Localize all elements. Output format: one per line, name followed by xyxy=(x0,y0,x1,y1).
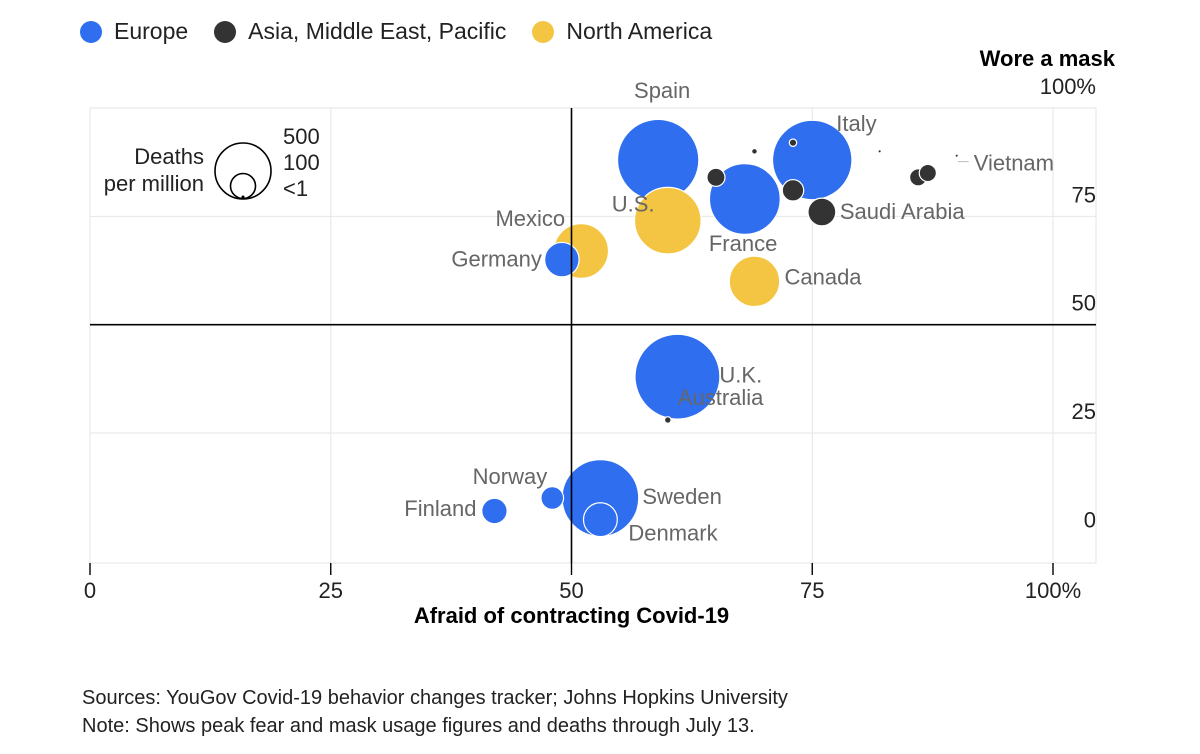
bubble-australia xyxy=(663,416,672,424)
bubble-denmark xyxy=(582,502,618,538)
bubble-france xyxy=(708,163,781,235)
bubble-unlabeled xyxy=(877,149,882,154)
bubble-unlabeled xyxy=(781,179,805,202)
point-label-u-k-: U.K. xyxy=(719,363,762,388)
point-label-norway: Norway xyxy=(473,464,548,489)
bubble-vietnam xyxy=(954,153,959,158)
point-label-u-s-: U.S. xyxy=(612,192,655,217)
legend-item-europe: Europe xyxy=(80,18,188,45)
grid-layer xyxy=(89,107,1097,564)
point-label-finland: Finland xyxy=(404,496,476,521)
bubble-norway xyxy=(540,486,565,510)
axis-layer: 0 25 50 75 100% 100% 75 50 25 0 xyxy=(84,74,1096,603)
size-legend-label-1: <1 xyxy=(283,176,308,201)
bubble-saudi-arabia xyxy=(807,197,837,227)
footer-note: Note: Shows peak fear and mask usage fig… xyxy=(82,715,755,737)
legend-label-asia: Asia, Middle East, Pacific xyxy=(248,18,507,44)
point-label-canada: Canada xyxy=(784,264,862,289)
legend-swatch-north-america xyxy=(532,20,555,43)
x-axis-title: Afraid of contracting Covid-19 xyxy=(413,603,730,628)
bubble-layer xyxy=(481,118,959,538)
bubble-germany xyxy=(544,241,580,278)
label-layer: Spain Italy France U.K. Sweden Germany Norway F… xyxy=(404,78,1054,546)
y-axis-title: Wore a mask xyxy=(979,46,1115,71)
size-legend-circle-1 xyxy=(241,195,245,199)
point-label-denmark: Denmark xyxy=(628,521,718,546)
bubble-unlabeled xyxy=(788,138,798,147)
plot-frame xyxy=(89,107,1097,564)
point-label-australia: Australia xyxy=(678,385,764,410)
size-legend-circle-500 xyxy=(214,142,272,200)
size-legend-title-line2: per million xyxy=(104,171,204,196)
legend-swatch-asia xyxy=(214,20,237,43)
chart-legend: Europe Asia, Middle East, Pacific North … xyxy=(80,18,738,45)
bubble-u-s- xyxy=(633,186,702,255)
bubble-u-k- xyxy=(634,333,721,420)
y-tick-label: 0 xyxy=(1084,507,1096,532)
footer-sources: Sources: YouGov Covid-19 behavior change… xyxy=(82,687,788,709)
point-label-saudi-arabia: Saudi Arabia xyxy=(840,199,966,224)
x-tick-label: 0 xyxy=(84,578,96,603)
legend-swatch-europe xyxy=(80,20,102,43)
x-tick-label: 75 xyxy=(800,578,824,603)
bubble-finland xyxy=(481,497,508,525)
size-legend-label-500: 500 xyxy=(283,124,320,149)
y-tick-label: 100% xyxy=(1040,74,1096,99)
bubble-unlabeled xyxy=(918,163,937,183)
footer: Sources: YouGov Covid-19 behavior change… xyxy=(82,684,788,740)
point-label-italy: Italy xyxy=(836,111,876,136)
point-label-vietnam: Vietnam xyxy=(974,151,1054,176)
point-label-spain: Spain xyxy=(634,78,690,103)
bubble-unlabeled xyxy=(751,147,758,155)
size-legend-circle-100 xyxy=(229,172,257,200)
size-legend-title-line1: Deaths xyxy=(134,144,204,169)
point-label-germany: Germany xyxy=(451,247,541,272)
point-label-mexico: Mexico xyxy=(495,206,565,231)
bubble-canada xyxy=(728,255,781,308)
legend-label-europe: Europe xyxy=(114,18,189,44)
x-tick-label: 25 xyxy=(319,578,343,603)
bubble-unlabeled xyxy=(706,167,726,187)
point-label-france: France xyxy=(709,231,777,256)
point-label-sweden: Sweden xyxy=(642,484,722,509)
x-tick-label: 100% xyxy=(1025,578,1081,603)
size-legend: Deaths per million 500 100 <1 xyxy=(104,124,320,201)
size-legend-label-100: 100 xyxy=(283,150,320,175)
y-tick-label: 25 xyxy=(1072,399,1096,424)
y-tick-label: 50 xyxy=(1072,291,1096,316)
legend-item-north-america: North America xyxy=(532,18,712,45)
x-tick-label: 50 xyxy=(559,578,583,603)
legend-item-asia: Asia, Middle East, Pacific xyxy=(214,18,506,45)
legend-label-north-america: North America xyxy=(566,18,713,44)
y-tick-label: 75 xyxy=(1072,182,1096,207)
